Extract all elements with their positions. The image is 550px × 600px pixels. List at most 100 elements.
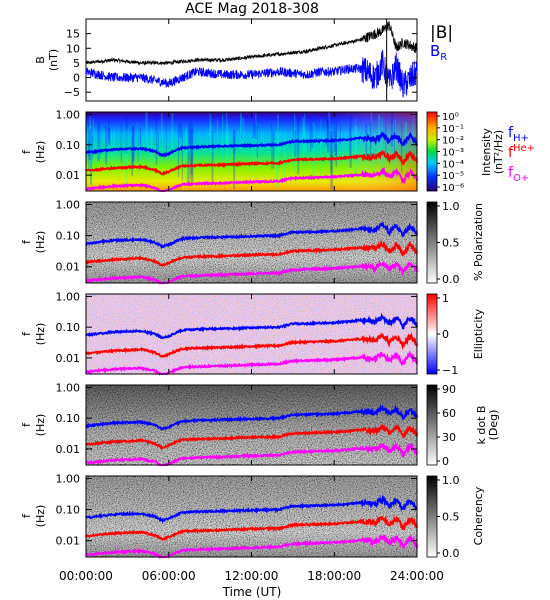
- intensity-streak: [107, 128, 111, 146]
- mag-ylabel: B: [34, 56, 47, 64]
- intensity-streak: [216, 117, 218, 147]
- intensity-gyro-lines: [85, 131, 418, 192]
- intensity-streak: [132, 126, 135, 162]
- kdotb-gyro-lines: [85, 403, 418, 467]
- intensity-streak: [233, 131, 235, 189]
- intensity-streak: [125, 129, 128, 188]
- legend-fhe: fHe+: [508, 143, 535, 161]
- intensity-streak: [136, 122, 138, 179]
- x-tick-label: 18:00:00: [307, 569, 361, 583]
- intensity-streak: [294, 128, 297, 145]
- kdotb-ylabel: f: [20, 422, 33, 427]
- intensity-streak: [89, 126, 90, 158]
- intensity-streak: [90, 127, 92, 185]
- freq-ytick-label: 1.00: [56, 198, 81, 211]
- intensity-streak: [181, 130, 183, 181]
- freq-ytick-label: 0.01: [56, 169, 81, 182]
- coherency-shade: [86, 476, 417, 557]
- intensity-streak: [354, 126, 358, 173]
- intensity-streak: [412, 112, 414, 139]
- freq-ytick-label: 1.00: [56, 108, 81, 121]
- freq-ytick-label: 0.01: [56, 535, 81, 548]
- freq-ytick-label: 0.10: [56, 504, 81, 517]
- kdotb-colorbar-label: k dot B: [475, 406, 488, 445]
- intensity-ylabel: f: [20, 149, 33, 154]
- polarization-colorbar: [426, 201, 438, 284]
- intensity-streak: [401, 123, 403, 174]
- intensity-streak: [179, 122, 182, 139]
- panel-polarization: 1.00 0.10 0.01 1.0 0.5 0.0 % Polarization: [56, 198, 486, 286]
- mag-ytick-label: 15: [66, 28, 80, 41]
- mag-ytick-label: −5: [64, 86, 80, 99]
- figure-title: ACE Mag 2018-308: [185, 1, 319, 17]
- ellipticity-colorbar: [426, 293, 438, 375]
- intensity-streak: [139, 127, 141, 148]
- legend-fh: fH+: [508, 125, 529, 144]
- gyro-line-fo: [85, 350, 418, 376]
- polarization-shade: [86, 202, 417, 283]
- intensity-streak: [351, 130, 353, 159]
- gyro-line-fo: [85, 259, 418, 285]
- coherency-ylabel: f: [20, 513, 33, 518]
- intensity-streak: [91, 130, 93, 187]
- intensity-streak: [125, 117, 128, 154]
- gyro-line-fh: [85, 403, 418, 431]
- intensity-streak: [326, 120, 329, 148]
- intensity-streak: [334, 131, 337, 156]
- intensity-streak: [155, 113, 158, 165]
- colorbar-tick-label: 0.0: [442, 547, 460, 560]
- freq-ytick-label: 0.10: [56, 321, 81, 334]
- colorbar-tick-label: 0.5: [442, 237, 460, 250]
- intensity-streak: [340, 125, 341, 145]
- colorbar-tick-label: 10⁻⁵: [442, 171, 464, 182]
- freq-ytick-label: 1.00: [56, 472, 81, 485]
- intensity-streak: [272, 130, 275, 169]
- intensity-streak: [304, 113, 306, 155]
- panel-kdotb: 1.00 0.10 0.01 90 60 30 0 k dot B (Deg): [56, 381, 501, 468]
- intensity-streak: [256, 126, 259, 158]
- intensity-streak: [110, 128, 112, 175]
- mag-series-br: [85, 49, 418, 98]
- intensity-streak: [89, 116, 91, 165]
- intensity-streak: [131, 127, 133, 176]
- coherency-colorbar-label: Coherency: [472, 486, 485, 545]
- gyro-line-fh: [85, 494, 418, 524]
- freq-ytick-label: 1.00: [56, 381, 81, 394]
- intensity-streak: [312, 122, 315, 179]
- intensity-streak: [89, 126, 92, 186]
- gyro-line-fhe: [85, 239, 418, 267]
- freq-ytick-label: 0.01: [56, 261, 81, 274]
- intensity-streak: [241, 117, 243, 140]
- mag-ytick-label: 5: [73, 57, 80, 70]
- intensity-streak: [381, 117, 383, 177]
- colorbar-tick-label: 10⁻⁶: [442, 183, 464, 194]
- intensity-streak: [263, 129, 265, 156]
- panel-mag-frame: [85, 18, 418, 102]
- intensity-streak: [188, 122, 191, 149]
- intensity-streak: [404, 121, 407, 150]
- intensity-streak: [293, 114, 296, 173]
- gyro-line-fhe: [85, 150, 418, 176]
- intensity-streak: [88, 122, 90, 170]
- colorbar-tick-label: 10⁰: [442, 112, 459, 123]
- coherency-y-ticks: 1.00 0.10 0.01: [56, 472, 417, 548]
- intensity-streak: [252, 122, 254, 139]
- intensity-streak: [105, 126, 108, 165]
- intensity-streak: [211, 131, 214, 186]
- ellipticity-gyro-lines: [85, 312, 418, 376]
- x-tick-label: 06:00:00: [142, 569, 196, 583]
- intensity-ylabel-unit: (Hz): [34, 141, 47, 164]
- intensity-streak: [87, 125, 91, 142]
- ellipticity-y-ticks: 1.00 0.10 0.01: [56, 290, 417, 365]
- mag-plot-area: [85, 19, 418, 101]
- coherency-gyro-lines: [85, 494, 418, 560]
- panel-intensity: 1.00 0.10 0.01 10⁰10⁻¹10⁻²10⁻³10⁻⁴10⁻⁵10⁻⁶…: [56, 108, 536, 194]
- x-tick-label: 00:00:00: [59, 569, 113, 583]
- kdotb-colorbar-unit: (Deg): [487, 410, 500, 441]
- intensity-streak: [327, 117, 330, 153]
- intensity-streak: [113, 131, 115, 161]
- intensity-streak: [165, 117, 167, 154]
- gyro-line-fo: [85, 534, 418, 560]
